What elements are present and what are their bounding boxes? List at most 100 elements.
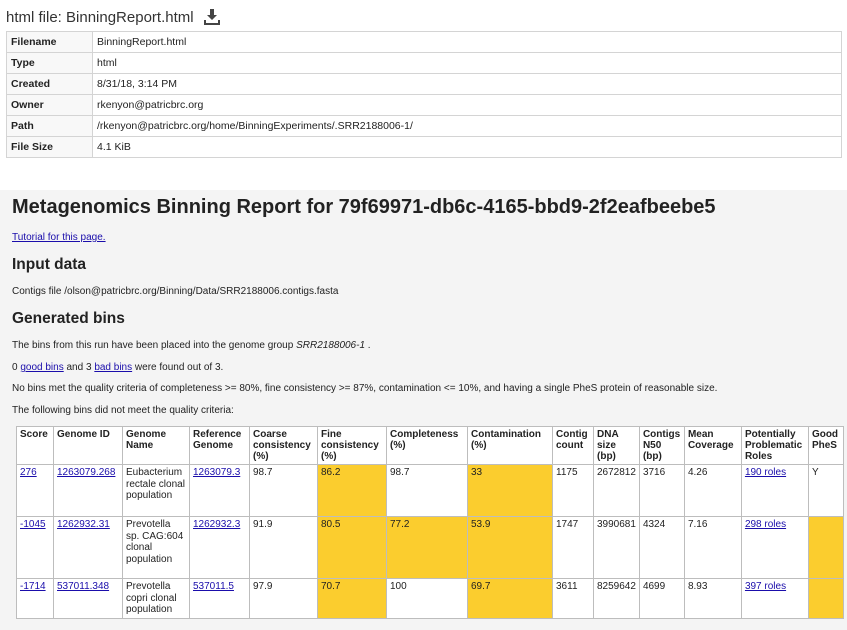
bad-bins-link[interactable]: bad bins <box>94 362 133 373</box>
property-value: 4.1 KiB <box>92 136 842 158</box>
mean-coverage-cell: 8.93 <box>683 578 742 619</box>
file-properties-table: Filename BinningReport.html Type html Create… <box>6 31 842 158</box>
problematic-roles-link-cell: 397 roles <box>740 578 809 619</box>
contigs-n50-cell: 4699 <box>638 578 685 619</box>
contig-count-cell: 1175 <box>552 464 594 517</box>
col-score: Score <box>16 426 54 465</box>
fine-consistency-cell: 80.5 <box>317 516 387 579</box>
property-label: Path <box>6 115 93 137</box>
col-completeness: Completeness (%) <box>386 426 468 465</box>
col-mean-coverage: Mean Coverage <box>683 426 742 465</box>
property-label: Created <box>6 73 93 95</box>
reference-genome-link-cell: 537011.5 <box>189 578 250 619</box>
dna-size-cell: 2672812 <box>593 464 640 517</box>
input-data-heading: Input data <box>12 256 87 273</box>
completeness-cell: 77.2 <box>386 516 468 579</box>
property-value: 8/31/18, 3:14 PM <box>92 73 842 95</box>
good-phes-cell <box>807 578 844 619</box>
property-row: File Size 4.1 KiB <box>6 136 842 158</box>
problematic-roles-link[interactable]: 397 roles <box>744 581 787 592</box>
fine-consistency-cell: 86.2 <box>317 464 387 517</box>
good-count: 0 <box>12 362 18 373</box>
problematic-roles-link[interactable]: 298 roles <box>744 519 787 530</box>
reference-genome-link-cell: 1262932.3 <box>189 516 250 579</box>
contamination-cell: 53.9 <box>467 516 553 579</box>
completeness-cell: 100 <box>386 578 468 619</box>
col-dna-size: DNA size (bp) <box>593 426 640 465</box>
report-title: Metagenomics Binning Report for 79f69971… <box>12 196 716 218</box>
genome-name-cell: Prevotella sp. CAG:604 clonal population <box>122 516 190 579</box>
generated-bins-heading: Generated bins <box>12 310 125 327</box>
genome-id-link[interactable]: 1262932.31 <box>57 519 110 530</box>
property-label: Owner <box>6 94 93 116</box>
dna-size-cell: 3990681 <box>593 516 640 579</box>
file-header: html file: BinningReport.html <box>6 6 221 28</box>
contigs-n50-cell: 4324 <box>638 516 685 579</box>
genome-id-link-cell: 1263079.268 <box>53 464 123 517</box>
contig-count-cell: 3611 <box>552 578 594 619</box>
download-icon[interactable] <box>203 8 221 26</box>
genome-group-name: SRR2188006-1 <box>296 340 366 351</box>
bin-row: -1045 1262932.31 Prevotella sp. CAG:604 cl… <box>16 516 844 579</box>
contigs-n50-cell: 3716 <box>638 464 685 517</box>
property-row: Created 8/31/18, 3:14 PM <box>6 73 842 95</box>
coarse-consistency-cell: 91.9 <box>249 516 318 579</box>
genome-id-link-cell: 537011.348 <box>53 578 123 619</box>
bin-row: 276 1263079.268 Eubacterium rectale clonal… <box>16 464 844 517</box>
score-link-cell: 276 <box>16 464 54 517</box>
score-link-cell: -1045 <box>16 516 54 579</box>
reference-genome-link[interactable]: 1262932.3 <box>193 519 241 530</box>
contamination-cell: 69.7 <box>467 578 553 619</box>
contig-count-cell: 1747 <box>552 516 594 579</box>
col-contamination: Contamination (%) <box>467 426 553 465</box>
col-reference-genome: Reference Genome <box>189 426 250 465</box>
property-label: File Size <box>6 136 93 158</box>
genome-name-cell: Prevotella copri clonal population <box>122 578 190 619</box>
property-value: rkenyon@patricbrc.org <box>92 94 842 116</box>
genome-group-text: The bins from this run have been placed … <box>12 340 371 351</box>
property-value: BinningReport.html <box>92 31 842 53</box>
genome-id-link[interactable]: 537011.348 <box>57 581 110 592</box>
coarse-consistency-cell: 97.9 <box>249 578 318 619</box>
property-row: Path/rkenyon@patricbrc.org/home/BinningE… <box>6 115 842 137</box>
property-row: Owner rkenyon@patricbrc.org <box>6 94 842 116</box>
bins-header-row: Score Genome ID Genome Name Reference Ge… <box>16 426 844 465</box>
reference-genome-link[interactable]: 537011.5 <box>193 581 234 592</box>
criteria-text: No bins met the quality criteria of comp… <box>12 383 718 394</box>
score-link[interactable]: -1045 <box>20 519 46 530</box>
file-title: html file: BinningReport.html <box>6 8 194 26</box>
bins-table: Score Genome ID Genome Name Reference Ge… <box>16 426 844 619</box>
problematic-roles-link-cell: 190 roles <box>740 464 809 517</box>
col-contig-count: Contig count <box>552 426 594 465</box>
contamination-cell: 33 <box>467 464 553 517</box>
property-value: /rkenyon@patricbrc.org/home/BinningExper… <box>92 115 842 137</box>
property-label: Filename <box>6 31 93 53</box>
score-link[interactable]: 276 <box>20 467 37 478</box>
genome-name-cell: Eubacterium rectale clonal population <box>122 464 190 517</box>
bin-row: -1714 537011.348 Prevotella copri clonal p… <box>16 578 844 619</box>
col-contigs-n50: Contigs N50 (bp) <box>638 426 685 465</box>
property-value: html <box>92 52 842 74</box>
contigs-text: Contigs file /olson@patricbrc.org/Binnin… <box>12 286 339 297</box>
good-phes-cell <box>807 516 844 579</box>
bin-counts-text: 0 good bins and 3 bad bins were found ou… <box>12 362 224 373</box>
fine-consistency-cell: 70.7 <box>317 578 387 619</box>
genome-id-link[interactable]: 1263079.268 <box>57 467 116 478</box>
col-coarse-consistency: Coarse consistency (%) <box>249 426 318 465</box>
property-label: Type <box>6 52 93 74</box>
tutorial-link[interactable]: Tutorial for this page. <box>12 232 106 243</box>
score-link[interactable]: -1714 <box>20 581 46 592</box>
completeness-cell: 98.7 <box>386 464 468 517</box>
col-fine-consistency: Fine consistency (%) <box>317 426 387 465</box>
problematic-roles-link-cell: 298 roles <box>740 516 809 579</box>
report-frame: Metagenomics Binning Report for 79f69971… <box>0 190 847 630</box>
property-row: Filename BinningReport.html <box>6 31 842 53</box>
good-bins-link[interactable]: good bins <box>20 362 64 373</box>
coarse-consistency-cell: 98.7 <box>249 464 318 517</box>
problematic-roles-link[interactable]: 190 roles <box>744 467 787 478</box>
genome-id-link-cell: 1262932.31 <box>53 516 123 579</box>
col-genome-name: Genome Name <box>122 426 190 465</box>
reference-genome-link[interactable]: 1263079.3 <box>193 467 241 478</box>
col-good-phes: Good PheS <box>807 426 844 465</box>
mean-coverage-cell: 7.16 <box>683 516 742 579</box>
